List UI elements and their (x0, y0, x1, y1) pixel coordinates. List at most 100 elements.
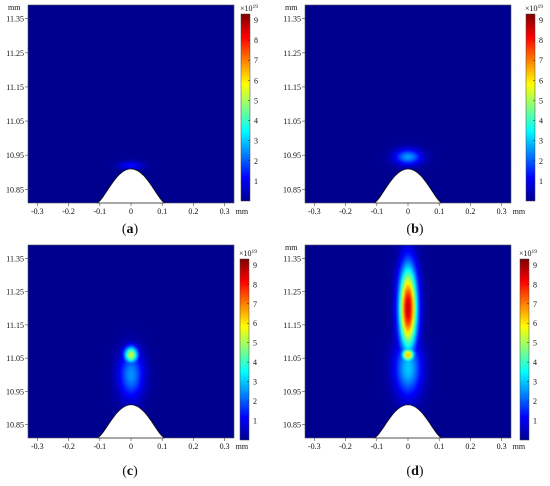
colorbar-tick-label: 4 (539, 117, 543, 126)
colorbar-tick-label: 7 (539, 56, 543, 65)
colorbar-tick-label: 8 (539, 36, 543, 45)
colorbar (525, 13, 536, 202)
x-tick-label: 0.3 (220, 207, 230, 216)
colorbar-tick-label: 6 (539, 76, 543, 85)
y-tick-label: 11.15 (283, 321, 301, 330)
colorbar-tick-label: 7 (253, 300, 257, 309)
panel-c: -0.3 -0.2 -0.1 0 0.1 0.2 0.3 mm 10.85 10.95 11.05 1… (6, 244, 257, 479)
x-tick-label: 0 (406, 207, 410, 216)
colorbar-tick-label: 2 (254, 157, 258, 166)
x-unit-label: mm (236, 207, 249, 216)
panel-caption: (a) (122, 222, 139, 237)
x-tick-label: 0.2 (188, 442, 198, 451)
y-tick-label: 11.25 (6, 49, 24, 58)
x-unit-label: mm (513, 207, 526, 216)
y-unit-label: mm (285, 243, 298, 252)
y-tick-label: 10.95 (6, 151, 24, 160)
colorbar-tick-label: 1 (253, 417, 257, 426)
x-tick-label: 0.3 (220, 442, 230, 451)
y-tick-label: 11.15 (283, 83, 301, 92)
colorbar-tick-label: 5 (539, 96, 543, 105)
y-tick-label: 11.05 (283, 117, 301, 126)
colorbar-tick-label: 3 (253, 378, 257, 387)
colorbar-tick-label: 3 (254, 137, 258, 146)
panel-caption: (c) (122, 464, 138, 479)
colorbar-tick-label: 8 (254, 36, 258, 45)
x-tick-label: -0.1 (370, 442, 383, 451)
panel-b: -0.3 -0.2 -0.1 0 0.1 0.2 0.3 mm 10.85 10.95 11.05 1… (283, 3, 543, 237)
x-tick-label: 0.1 (434, 207, 444, 216)
panel-caption: (b) (406, 222, 423, 237)
x-tick-label: -0.1 (93, 442, 106, 451)
x-tick-label: -0.2 (339, 442, 352, 451)
y-tick-label: 11.35 (283, 254, 301, 263)
colorbar-exponent: 19 (532, 249, 538, 255)
colorbar-tick-label: 2 (253, 397, 257, 406)
colorbar-multiplier: ×1019 (525, 4, 543, 13)
x-tick-label: 0.2 (465, 207, 475, 216)
colorbar-tick-label: 5 (253, 339, 257, 348)
colorbar-tick-label: 8 (253, 280, 257, 289)
electrode-tip (373, 168, 443, 204)
colorbar (239, 258, 250, 441)
colorbar-tick-label: 2 (533, 397, 537, 406)
colorbar-tick-label: 1 (539, 177, 543, 186)
colorbar-exponent: 19 (252, 249, 258, 255)
y-unit-label: mm (285, 3, 298, 12)
x-tick-label: 0.1 (157, 442, 167, 451)
y-tick-label: 10.95 (283, 151, 301, 160)
x-tick-label: 0.2 (188, 207, 198, 216)
x-tick-label: -0.3 (31, 442, 44, 451)
colorbar-tick-label: 6 (253, 319, 257, 328)
x-tick-label: 0 (129, 442, 133, 451)
x-tick-label: -0.1 (370, 207, 383, 216)
x-unit-label: mm (513, 442, 526, 451)
x-unit-label: mm (236, 442, 249, 451)
colorbar-tick-label: 6 (533, 319, 537, 328)
x-tick-label: -0.2 (62, 207, 75, 216)
colorbar-tick-label: 1 (533, 417, 537, 426)
y-tick-label: 11.25 (283, 49, 301, 58)
y-tick-label: 11.35 (6, 254, 24, 263)
colorbar (519, 258, 530, 441)
y-tick-label: 11.15 (6, 83, 24, 92)
y-tick-label: 11.25 (283, 288, 301, 297)
colorbar-multiplier: ×1019 (240, 4, 258, 13)
colorbar-tick-label: 1 (254, 177, 258, 186)
panel-a: -0.3 -0.2 -0.1 0 0.1 0.2 0.3 mm 10.85 10.95 11.05 1… (6, 3, 258, 237)
colorbar-tick-label: 4 (533, 358, 537, 367)
y-tick-label: 10.85 (6, 421, 24, 430)
colorbar-tick-label: 5 (254, 96, 258, 105)
y-tick-label: 11.05 (283, 354, 301, 363)
y-tick-label: 11.05 (6, 117, 24, 126)
x-tick-label: 0.3 (497, 207, 507, 216)
x-tick-label: -0.2 (339, 207, 352, 216)
x-tick-label: 0 (406, 442, 410, 451)
electrode-tip (96, 404, 166, 439)
x-tick-label: -0.2 (62, 442, 75, 451)
y-tick-label: 11.25 (6, 288, 24, 297)
x-tick-label: -0.1 (93, 207, 106, 216)
colorbar-tick-label: 9 (539, 16, 543, 25)
x-tick-label: 0 (129, 207, 133, 216)
colorbar-multiplier: ×1019 (519, 249, 537, 258)
x-tick-label: 0.2 (465, 442, 475, 451)
electrode-tip (373, 404, 443, 439)
colorbar-exponent: 19 (253, 4, 259, 10)
colorbar-tick-label: 9 (254, 16, 258, 25)
colorbar-tick-label: 5 (533, 339, 537, 348)
colorbar-exponent: 19 (538, 4, 544, 10)
colorbar-tick-label: 4 (254, 117, 258, 126)
panel-caption: (d) (406, 464, 423, 479)
colorbar-tick-label: 4 (253, 358, 257, 367)
y-tick-label: 10.85 (283, 185, 301, 194)
colorbar-tick-label: 7 (533, 300, 537, 309)
colorbar-tick-label: 8 (533, 280, 537, 289)
colorbar-multiplier: ×1019 (239, 249, 257, 258)
y-tick-label: 11.05 (6, 354, 24, 363)
colorbar-tick-label: 3 (533, 378, 537, 387)
colorbar (240, 13, 251, 202)
y-tick-label: 10.95 (283, 387, 301, 396)
colorbar-tick-label: 9 (253, 261, 257, 270)
